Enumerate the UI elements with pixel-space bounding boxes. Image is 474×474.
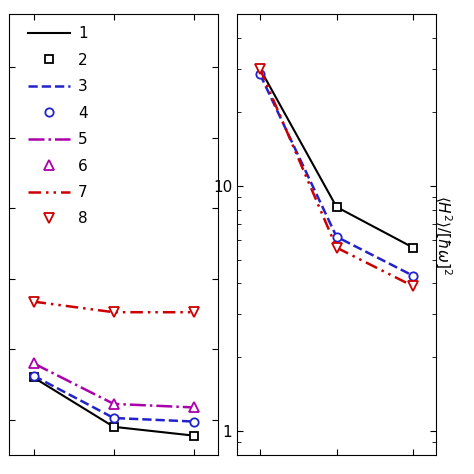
Legend: 1, 2, 3, 4, 5, 6, 7, 8: 1, 2, 3, 4, 5, 6, 7, 8: [27, 26, 88, 227]
Y-axis label: $\langle H^2 \rangle / [\hbar\omega]^2$: $\langle H^2 \rangle / [\hbar\omega]^2$: [433, 195, 453, 274]
